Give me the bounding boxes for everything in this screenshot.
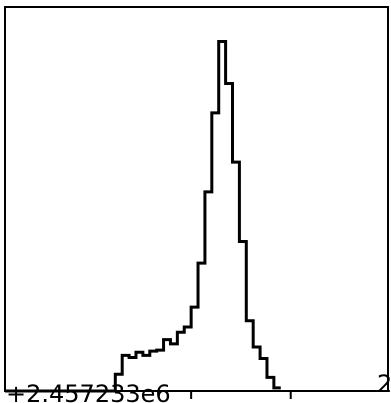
x-ticks (190, 391, 292, 399)
plot-frame (4, 6, 389, 392)
x-tick-label: 2 (377, 370, 391, 398)
x-offset-label: +2.457233e6 (6, 380, 171, 403)
histogram-step-line (5, 40, 281, 393)
